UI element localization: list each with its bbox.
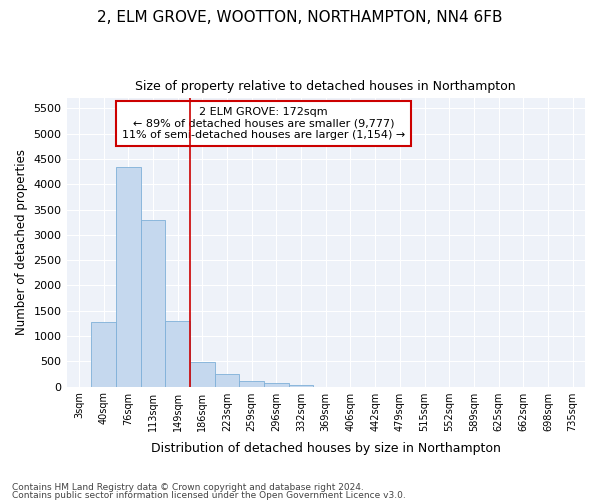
Bar xyxy=(239,382,264,386)
Bar xyxy=(289,384,313,386)
Bar xyxy=(190,362,215,386)
Text: Contains public sector information licensed under the Open Government Licence v3: Contains public sector information licen… xyxy=(12,490,406,500)
Bar xyxy=(91,322,116,386)
Text: 2, ELM GROVE, WOOTTON, NORTHAMPTON, NN4 6FB: 2, ELM GROVE, WOOTTON, NORTHAMPTON, NN4 … xyxy=(97,10,503,25)
Bar xyxy=(140,220,165,386)
X-axis label: Distribution of detached houses by size in Northampton: Distribution of detached houses by size … xyxy=(151,442,501,455)
Title: Size of property relative to detached houses in Northampton: Size of property relative to detached ho… xyxy=(136,80,516,93)
Text: Contains HM Land Registry data © Crown copyright and database right 2024.: Contains HM Land Registry data © Crown c… xyxy=(12,484,364,492)
Bar xyxy=(116,166,140,386)
Bar xyxy=(215,374,239,386)
Bar xyxy=(165,321,190,386)
Y-axis label: Number of detached properties: Number of detached properties xyxy=(15,150,28,336)
Bar xyxy=(264,384,289,386)
Text: 2 ELM GROVE: 172sqm
← 89% of detached houses are smaller (9,777)
11% of semi-det: 2 ELM GROVE: 172sqm ← 89% of detached ho… xyxy=(122,107,405,140)
